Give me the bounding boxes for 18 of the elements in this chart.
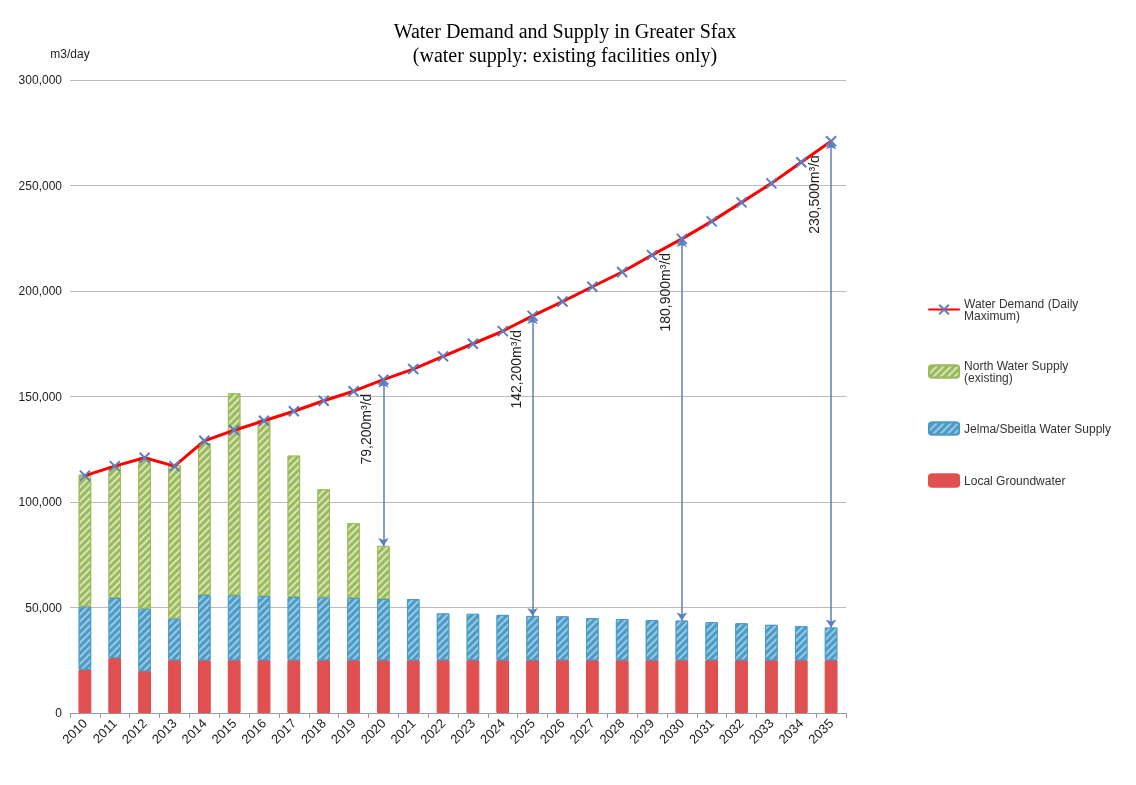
annotation: 79,200m³/d [358,393,375,465]
y-tick-label: 250,000 [18,178,63,193]
legend-label: Local Groundwater [964,473,1066,488]
legend-label: Jelma/Sbeitla Water Supply [964,421,1111,436]
annotation: 142,200m³/d [507,329,524,409]
annotation: 180,900m³/d [656,252,673,332]
chart-subtitle: (water supply: existing facilities only) [412,44,718,67]
y-tick-label: 100,000 [18,495,63,509]
y-tick-label: 300,000 [18,73,63,87]
y-tick-label: 150,000 [18,389,63,404]
annotation: 230,500m³/d [806,155,823,234]
y-axis-title: m3/day [50,47,90,61]
chart-title: Water Demand and Supply in Greater Sfax [393,20,737,43]
y-tick-label: 0 [55,706,63,720]
y-tick-label: 50,000 [25,600,63,615]
legend-label: North Water Supply (existing) [964,358,1072,385]
y-tick-label: 200,000 [18,284,63,298]
legend-label: Water Demand (Daily Maximum) [964,296,1082,323]
